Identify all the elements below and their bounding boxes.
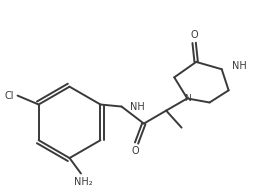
- Text: N: N: [184, 94, 191, 103]
- Text: O: O: [190, 30, 198, 40]
- Text: NH₂: NH₂: [74, 177, 92, 187]
- Text: O: O: [132, 146, 140, 156]
- Text: NH: NH: [130, 102, 145, 112]
- Text: NH: NH: [232, 61, 247, 71]
- Text: Cl: Cl: [4, 91, 14, 101]
